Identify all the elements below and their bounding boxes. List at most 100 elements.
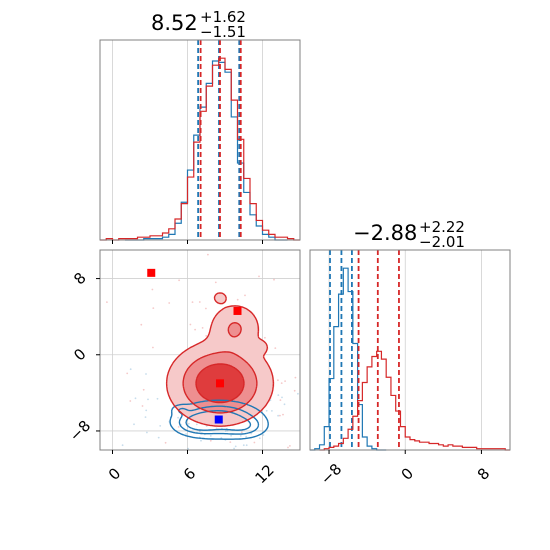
scatter-point bbox=[205, 307, 207, 310]
scatter-point bbox=[140, 323, 143, 326]
scatter-point bbox=[189, 323, 192, 326]
scatter-point bbox=[159, 425, 162, 427]
scatter-point bbox=[205, 335, 208, 337]
scatter-point bbox=[152, 346, 154, 349]
scatter-point bbox=[215, 427, 218, 430]
x-tick-label: 8 bbox=[474, 464, 493, 483]
title-value: −2.88 bbox=[353, 221, 417, 245]
panel-frame bbox=[309, 249, 511, 451]
red-contour-line bbox=[165, 292, 275, 427]
scatter-point bbox=[264, 336, 266, 339]
scatter-point bbox=[201, 327, 204, 329]
x-tick-label: 6 bbox=[180, 464, 199, 483]
scatter-point bbox=[280, 382, 283, 384]
scatter-point bbox=[147, 398, 149, 401]
scatter-point bbox=[185, 433, 188, 435]
scatter-point bbox=[145, 373, 147, 375]
scatter-point bbox=[274, 347, 277, 349]
scatter-point bbox=[129, 368, 132, 371]
title-minus: −1.51 bbox=[200, 23, 246, 41]
scatter-point bbox=[177, 416, 180, 419]
scatter-point bbox=[236, 298, 239, 301]
marginal-panel-param-2: −8 0 8 bbox=[309, 249, 511, 488]
scatter-point bbox=[146, 431, 148, 434]
marginal-panel-param-1 bbox=[99, 39, 301, 244]
grid-layer bbox=[112, 40, 263, 240]
scatter-point bbox=[277, 394, 280, 396]
scatter-point bbox=[258, 275, 260, 278]
blue-contour-line bbox=[178, 405, 260, 435]
x-tick-labels: 0 6 12 bbox=[105, 461, 278, 487]
scatter-point bbox=[152, 307, 155, 309]
y-tick-labels: −8 0 8 bbox=[66, 269, 94, 445]
title-value: 8.52 bbox=[151, 11, 198, 35]
scatter-point bbox=[281, 396, 283, 399]
scatter-point bbox=[187, 447, 190, 450]
scatter-point bbox=[157, 436, 160, 439]
blue-contour-line bbox=[169, 399, 269, 440]
scatter-point bbox=[195, 423, 198, 426]
red-filled-regions bbox=[166, 293, 275, 426]
scatter-point bbox=[240, 431, 243, 434]
title-plus: +1.62 bbox=[200, 8, 246, 26]
scatter-point bbox=[273, 278, 275, 281]
scatter-point bbox=[262, 434, 265, 436]
scatter-point bbox=[287, 446, 289, 449]
panel-frame bbox=[99, 39, 301, 241]
scatter-point bbox=[198, 430, 201, 433]
red-contour-line bbox=[182, 322, 258, 414]
panel-frame bbox=[99, 249, 301, 451]
x-tick-labels: −8 0 8 bbox=[317, 460, 493, 488]
x-tick-label: −8 bbox=[317, 460, 345, 488]
title-param-2: −2.88 +2.22 −2.01 bbox=[353, 218, 465, 251]
scatter-point bbox=[289, 445, 291, 447]
histogram-series-0 bbox=[310, 267, 387, 451]
scatter-point bbox=[245, 444, 248, 447]
scatter-point bbox=[293, 389, 296, 392]
scatter-point bbox=[277, 414, 279, 417]
title-param-1: 8.52 +1.62 −1.51 bbox=[151, 8, 246, 41]
scatter-point bbox=[198, 301, 201, 303]
histogram-layer bbox=[310, 250, 510, 451]
scatter-point bbox=[279, 399, 282, 401]
scatter-point bbox=[151, 288, 154, 291]
scatter-point bbox=[283, 403, 286, 406]
scatter-point bbox=[245, 435, 248, 438]
scatter-point bbox=[194, 328, 197, 331]
red-median-marker bbox=[216, 379, 224, 388]
blue-median-marker bbox=[214, 415, 223, 424]
x-tick-marks bbox=[328, 450, 482, 454]
scatter-point bbox=[297, 392, 299, 395]
y-tick-label: 0 bbox=[70, 345, 89, 364]
scatter-point bbox=[277, 379, 279, 382]
scatter-point bbox=[207, 253, 209, 256]
x-tick-label: 12 bbox=[252, 461, 278, 487]
scatter-point bbox=[144, 416, 147, 418]
scatter-point bbox=[177, 426, 180, 428]
y-tick-label: 8 bbox=[70, 269, 89, 288]
scatter-point bbox=[141, 405, 144, 407]
scatter-point bbox=[253, 441, 256, 444]
reference-marker bbox=[147, 268, 156, 277]
scatter-point bbox=[279, 414, 281, 417]
contour-panel: 0 6 12 −8 0 8 bbox=[66, 249, 301, 487]
scatter-point bbox=[214, 281, 217, 284]
scatter-point bbox=[282, 413, 284, 416]
scatter-point bbox=[224, 430, 227, 432]
scatter-point bbox=[230, 434, 233, 437]
y-tick-label: −8 bbox=[66, 417, 94, 445]
scatter-point bbox=[209, 435, 212, 437]
scatter-point bbox=[284, 380, 286, 382]
scatter-point bbox=[187, 422, 190, 425]
scatter-point bbox=[265, 409, 268, 412]
histogram-series-1 bbox=[100, 57, 300, 241]
scatter-point bbox=[209, 439, 212, 442]
panel-background bbox=[310, 250, 510, 450]
scatter-point bbox=[129, 400, 132, 402]
scatter-point bbox=[242, 444, 245, 447]
histogram-layer bbox=[100, 40, 300, 241]
scatter-point bbox=[178, 279, 181, 282]
histogram-series-1 bbox=[319, 350, 510, 451]
contour-layer bbox=[165, 292, 275, 440]
